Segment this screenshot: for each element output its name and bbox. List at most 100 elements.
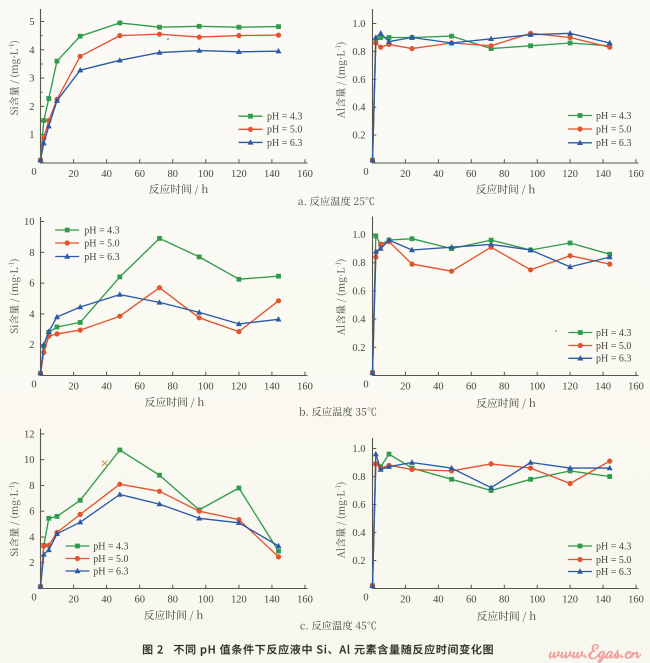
svg-text:100: 100 <box>198 381 214 392</box>
svg-text:1.0: 1.0 <box>352 19 365 30</box>
svg-text:160: 160 <box>297 169 313 180</box>
svg-text:pH = 4.3: pH = 4.3 <box>596 541 631 552</box>
svg-text:140: 140 <box>264 169 280 180</box>
svg-text:140: 140 <box>595 381 611 392</box>
svg-text:0.2: 0.2 <box>352 556 365 567</box>
svg-text:0.4: 0.4 <box>352 528 366 539</box>
svg-text:0.8: 0.8 <box>352 47 365 58</box>
svg-text:pH = 5.0: pH = 5.0 <box>267 125 302 136</box>
svg-text:160: 160 <box>628 169 644 180</box>
svg-text:pH = 6.3: pH = 6.3 <box>596 567 631 578</box>
svg-text:40: 40 <box>101 381 112 392</box>
svg-text:0.6: 0.6 <box>352 286 365 297</box>
svg-text:0: 0 <box>31 592 36 603</box>
svg-text:40: 40 <box>101 169 112 180</box>
svg-text:60: 60 <box>466 594 477 605</box>
svg-text:pH = 6.3: pH = 6.3 <box>93 566 128 577</box>
svg-text:0: 0 <box>363 167 368 178</box>
svg-text:pH = 6.3: pH = 6.3 <box>267 138 302 149</box>
svg-text:120: 120 <box>231 381 247 392</box>
svg-text:0.8: 0.8 <box>352 472 365 483</box>
svg-text:1.0: 1.0 <box>352 444 365 455</box>
svg-text:pH = 6.3: pH = 6.3 <box>596 138 631 149</box>
svg-text:10: 10 <box>24 455 35 466</box>
svg-text:160: 160 <box>628 594 644 605</box>
svg-text:0.4: 0.4 <box>352 315 366 326</box>
svg-text:100: 100 <box>529 594 545 605</box>
svg-text:80: 80 <box>499 381 510 392</box>
svg-text:1: 1 <box>29 130 34 141</box>
svg-text:60: 60 <box>134 594 145 605</box>
svg-text:0.8: 0.8 <box>352 258 365 269</box>
svg-text:20: 20 <box>400 381 411 392</box>
svg-text:160: 160 <box>297 381 313 392</box>
svg-text:3: 3 <box>29 74 34 85</box>
svg-text:80: 80 <box>499 169 510 180</box>
svg-text:140: 140 <box>595 594 611 605</box>
svg-text:8: 8 <box>29 248 34 259</box>
svg-text:0.2: 0.2 <box>352 343 365 354</box>
svg-text:20: 20 <box>68 381 79 392</box>
svg-text:80: 80 <box>167 381 178 392</box>
svg-text:2: 2 <box>29 558 34 569</box>
svg-text:20: 20 <box>400 594 411 605</box>
svg-text:pH = 4.3: pH = 4.3 <box>84 225 119 236</box>
svg-text:10: 10 <box>24 217 35 228</box>
svg-text:100: 100 <box>198 169 214 180</box>
svg-text:2: 2 <box>29 340 34 351</box>
svg-text:pH = 4.3: pH = 4.3 <box>596 328 631 339</box>
svg-text:100: 100 <box>529 169 545 180</box>
svg-text:4: 4 <box>29 533 35 544</box>
svg-text:80: 80 <box>167 169 178 180</box>
svg-text:pH = 5.0: pH = 5.0 <box>596 341 631 352</box>
svg-text:0.2: 0.2 <box>352 131 365 142</box>
svg-text:100: 100 <box>529 381 545 392</box>
svg-text:80: 80 <box>499 594 510 605</box>
svg-text:pH = 4.3: pH = 4.3 <box>596 111 631 122</box>
svg-text:2: 2 <box>29 102 34 113</box>
svg-text:140: 140 <box>264 381 280 392</box>
svg-text:0.6: 0.6 <box>352 75 365 86</box>
svg-text:20: 20 <box>400 169 411 180</box>
svg-text:4: 4 <box>29 309 35 320</box>
svg-text:0.6: 0.6 <box>352 500 365 511</box>
svg-text:120: 120 <box>231 169 247 180</box>
svg-text:120: 120 <box>562 169 578 180</box>
svg-text:6: 6 <box>29 279 34 290</box>
svg-text:100: 100 <box>198 594 214 605</box>
svg-text:0: 0 <box>31 167 36 178</box>
svg-text:140: 140 <box>595 169 611 180</box>
svg-text:12: 12 <box>24 429 35 440</box>
svg-text:80: 80 <box>167 594 178 605</box>
svg-text:0.4: 0.4 <box>352 103 366 114</box>
svg-text:pH = 4.3: pH = 4.3 <box>93 541 128 552</box>
svg-text:120: 120 <box>231 594 247 605</box>
svg-text:8: 8 <box>29 481 34 492</box>
svg-text:120: 120 <box>562 381 578 392</box>
svg-text:pH = 6.3: pH = 6.3 <box>596 354 631 365</box>
svg-text:60: 60 <box>466 381 477 392</box>
svg-text:1.0: 1.0 <box>352 230 365 241</box>
svg-text:5: 5 <box>29 17 34 28</box>
svg-text:40: 40 <box>433 169 444 180</box>
svg-text:0: 0 <box>363 379 368 390</box>
svg-text:40: 40 <box>433 381 444 392</box>
svg-text:20: 20 <box>68 169 79 180</box>
svg-text:60: 60 <box>134 169 145 180</box>
svg-text:pH = 5.0: pH = 5.0 <box>596 555 631 566</box>
svg-text:pH = 6.3: pH = 6.3 <box>84 252 119 263</box>
svg-text:160: 160 <box>628 381 644 392</box>
svg-text:pH = 4.3: pH = 4.3 <box>267 112 302 123</box>
svg-text:6: 6 <box>29 507 34 518</box>
svg-text:40: 40 <box>101 594 112 605</box>
svg-text:120: 120 <box>562 594 578 605</box>
svg-text:160: 160 <box>297 594 313 605</box>
svg-text:pH = 5.0: pH = 5.0 <box>84 238 119 249</box>
svg-text:60: 60 <box>466 169 477 180</box>
svg-text:4: 4 <box>29 45 35 56</box>
svg-text:140: 140 <box>264 594 280 605</box>
svg-text:pH = 5.0: pH = 5.0 <box>596 124 631 135</box>
svg-text:20: 20 <box>68 594 79 605</box>
svg-text:0: 0 <box>31 379 36 390</box>
svg-text:60: 60 <box>134 381 145 392</box>
